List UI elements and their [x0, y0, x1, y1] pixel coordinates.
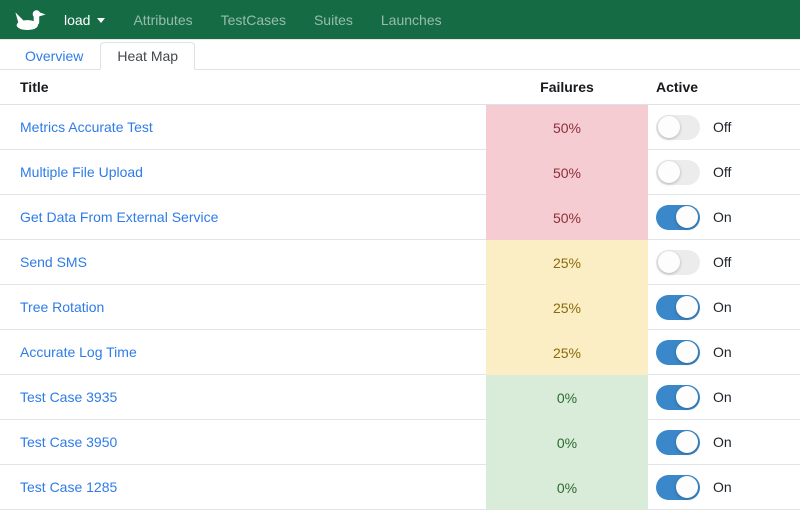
tab-heat-map[interactable]: Heat Map: [100, 42, 196, 70]
table-row: Metrics Accurate Test 50% Off: [0, 105, 800, 150]
active-toggle[interactable]: [656, 429, 700, 455]
toggle-knob: [676, 341, 698, 363]
testcase-link[interactable]: Multiple File Upload: [20, 164, 143, 180]
testcase-link[interactable]: Test Case 3950: [20, 434, 118, 450]
failures-value: 50%: [552, 209, 582, 226]
toggle-knob: [676, 296, 698, 318]
failures-cell: 25%: [486, 285, 648, 330]
table-row: Send SMS 25% Off: [0, 240, 800, 285]
toggle-state-label: On: [713, 299, 732, 315]
active-toggle[interactable]: [656, 339, 700, 365]
active-toggle[interactable]: [656, 474, 700, 500]
nav-item-attributes[interactable]: Attributes: [133, 11, 193, 28]
nav-item-suites[interactable]: Suites: [313, 11, 353, 28]
table-row: Multiple File Upload 50% Off: [0, 150, 800, 195]
table-header: Title Failures Active: [0, 70, 800, 105]
tab-bar: Overview Heat Map: [0, 40, 800, 70]
table-row: Tree Rotation 25% On: [0, 285, 800, 330]
nav-item-testcases[interactable]: TestCases: [220, 11, 286, 28]
active-toggle[interactable]: [656, 249, 700, 275]
table-row: Accurate Log Time 25% On: [0, 330, 800, 375]
brand-link[interactable]: [12, 7, 46, 33]
toggle-knob: [658, 116, 680, 138]
failures-cell: 0%: [486, 465, 648, 510]
table-row: Test Case 3950 0% On: [0, 420, 800, 465]
testcase-link[interactable]: Test Case 3935: [20, 389, 118, 405]
toggle-knob: [676, 476, 698, 498]
toggle-knob: [658, 161, 680, 183]
failures-cell: 25%: [486, 330, 648, 375]
testcase-link[interactable]: Metrics Accurate Test: [20, 119, 153, 135]
failures-cell: 50%: [486, 105, 648, 150]
active-toggle[interactable]: [656, 204, 700, 230]
failures-value: 25%: [552, 344, 582, 361]
top-navbar: load Attributes TestCases Suites Launche…: [0, 0, 800, 40]
table-row: Test Case 1285 0% On: [0, 465, 800, 510]
toggle-state-label: Off: [713, 119, 732, 135]
toggle-knob: [676, 431, 698, 453]
caret-down-icon: [97, 18, 106, 23]
duck-logo-icon: [15, 9, 46, 30]
toggle-state-label: On: [713, 434, 732, 450]
table-row: Test Case 3935 0% On: [0, 375, 800, 420]
table-row: Get Data From External Service 50% On: [0, 195, 800, 240]
failures-cell: 25%: [486, 240, 648, 285]
failures-value: 25%: [552, 299, 582, 316]
failures-value: 0%: [556, 389, 578, 406]
testcase-link[interactable]: Accurate Log Time: [20, 344, 137, 360]
failures-cell: 50%: [486, 195, 648, 240]
active-toggle[interactable]: [656, 114, 700, 140]
testcase-link[interactable]: Tree Rotation: [20, 299, 105, 315]
active-toggle[interactable]: [656, 294, 700, 320]
toggle-state-label: Off: [713, 164, 732, 180]
column-header-active: Active: [656, 79, 699, 95]
active-toggle[interactable]: [656, 159, 700, 185]
toggle-knob: [676, 206, 698, 228]
failures-value: 25%: [552, 254, 582, 271]
toggle-state-label: Off: [713, 254, 732, 270]
column-header-title: Title: [20, 79, 49, 95]
column-header-failures: Failures: [540, 79, 594, 95]
failures-value: 0%: [556, 479, 578, 496]
testcase-link[interactable]: Send SMS: [20, 254, 87, 270]
failures-cell: 0%: [486, 420, 648, 465]
project-dropdown-label: load: [64, 11, 91, 28]
nav-item-launches[interactable]: Launches: [380, 11, 442, 28]
active-toggle[interactable]: [656, 384, 700, 410]
toggle-knob: [658, 251, 680, 273]
toggle-knob: [676, 386, 698, 408]
failures-value: 0%: [556, 434, 578, 451]
toggle-state-label: On: [713, 479, 732, 495]
toggle-state-label: On: [713, 209, 732, 225]
testcase-link[interactable]: Test Case 1285: [20, 479, 118, 495]
tab-overview[interactable]: Overview: [25, 48, 84, 64]
failures-value: 50%: [552, 164, 582, 181]
failures-value: 50%: [552, 119, 582, 136]
failures-cell: 0%: [486, 375, 648, 420]
project-dropdown[interactable]: load: [64, 11, 106, 28]
testcase-link[interactable]: Get Data From External Service: [20, 209, 219, 225]
table-body: Metrics Accurate Test 50% Off Multiple F…: [0, 105, 800, 510]
toggle-state-label: On: [713, 344, 732, 360]
failures-cell: 50%: [486, 150, 648, 195]
toggle-state-label: On: [713, 389, 732, 405]
